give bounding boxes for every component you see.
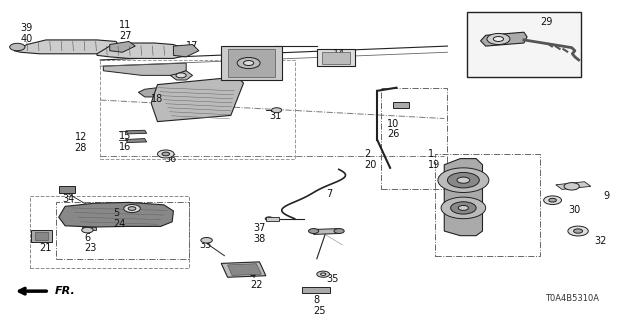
Text: 8
25: 8 25	[314, 295, 326, 316]
Polygon shape	[228, 264, 261, 276]
Text: 6
23: 6 23	[84, 233, 97, 253]
Bar	[56, 202, 189, 259]
Bar	[221, 46, 282, 80]
Polygon shape	[444, 159, 483, 236]
Circle shape	[543, 196, 561, 204]
Circle shape	[265, 217, 273, 220]
Circle shape	[82, 227, 93, 233]
Bar	[322, 52, 350, 64]
Text: 4
22: 4 22	[250, 269, 262, 290]
Text: 34: 34	[62, 194, 74, 204]
Text: 37
38: 37 38	[253, 223, 266, 244]
Polygon shape	[14, 40, 122, 54]
Polygon shape	[59, 202, 173, 227]
Text: 14: 14	[333, 49, 345, 59]
Text: 5
24: 5 24	[113, 208, 125, 229]
Text: 31: 31	[269, 111, 281, 121]
Polygon shape	[170, 71, 193, 80]
Circle shape	[564, 183, 579, 190]
Circle shape	[451, 202, 476, 214]
Polygon shape	[173, 44, 199, 57]
Circle shape	[458, 205, 468, 210]
Bar	[31, 230, 52, 243]
Text: 12
28: 12 28	[75, 132, 87, 153]
Polygon shape	[481, 32, 527, 46]
Polygon shape	[125, 130, 147, 134]
Circle shape	[487, 34, 510, 44]
Text: 10
26: 10 26	[387, 118, 399, 139]
Text: 29: 29	[540, 17, 552, 27]
Text: 15: 15	[119, 131, 132, 141]
Text: FR.: FR.	[54, 286, 75, 296]
Circle shape	[176, 73, 186, 78]
Polygon shape	[221, 262, 266, 277]
Circle shape	[438, 168, 489, 193]
Text: 18: 18	[151, 94, 163, 104]
Circle shape	[308, 228, 319, 234]
Polygon shape	[266, 217, 278, 221]
Circle shape	[201, 237, 212, 243]
Text: 11
27: 11 27	[119, 20, 132, 41]
Circle shape	[10, 43, 25, 51]
Text: 2
20: 2 20	[365, 149, 377, 170]
Bar	[100, 60, 294, 159]
Text: 39
40: 39 40	[20, 23, 33, 44]
Circle shape	[441, 197, 486, 219]
Text: 17: 17	[186, 42, 198, 52]
Bar	[35, 232, 48, 240]
Circle shape	[457, 177, 470, 183]
Circle shape	[573, 229, 582, 233]
Text: 13: 13	[246, 51, 259, 61]
Text: 1
19: 1 19	[428, 149, 440, 170]
Text: 16: 16	[119, 142, 132, 152]
Text: 7: 7	[326, 189, 333, 199]
Polygon shape	[394, 102, 409, 108]
Text: T0A4B5310A: T0A4B5310A	[545, 294, 598, 303]
Polygon shape	[314, 228, 339, 235]
Text: 32: 32	[594, 236, 606, 246]
Circle shape	[493, 36, 504, 42]
Text: 30: 30	[568, 205, 580, 215]
Bar	[381, 88, 447, 189]
Circle shape	[237, 58, 260, 68]
Polygon shape	[302, 287, 330, 293]
Circle shape	[447, 172, 479, 188]
Polygon shape	[97, 43, 186, 59]
Circle shape	[124, 204, 140, 212]
Bar	[228, 49, 275, 77]
Polygon shape	[109, 42, 135, 52]
Text: 33: 33	[199, 240, 211, 250]
Circle shape	[317, 271, 330, 277]
Bar	[435, 154, 540, 256]
Polygon shape	[103, 63, 186, 76]
Bar	[59, 186, 75, 193]
Polygon shape	[151, 77, 244, 122]
Polygon shape	[556, 182, 591, 189]
Circle shape	[334, 228, 344, 234]
Circle shape	[271, 108, 282, 113]
Text: 3
21: 3 21	[40, 233, 52, 253]
Circle shape	[568, 226, 588, 236]
Circle shape	[321, 273, 326, 276]
Circle shape	[128, 207, 136, 210]
Text: 9: 9	[604, 191, 610, 201]
Polygon shape	[125, 139, 147, 143]
Bar	[467, 12, 581, 77]
Circle shape	[548, 198, 556, 202]
Bar	[317, 49, 355, 66]
Bar	[30, 196, 189, 268]
Polygon shape	[83, 227, 96, 230]
Text: 36: 36	[164, 154, 176, 164]
Polygon shape	[138, 88, 164, 97]
Circle shape	[244, 60, 253, 66]
Text: 35: 35	[326, 274, 339, 284]
Circle shape	[157, 150, 174, 158]
Circle shape	[162, 152, 170, 156]
